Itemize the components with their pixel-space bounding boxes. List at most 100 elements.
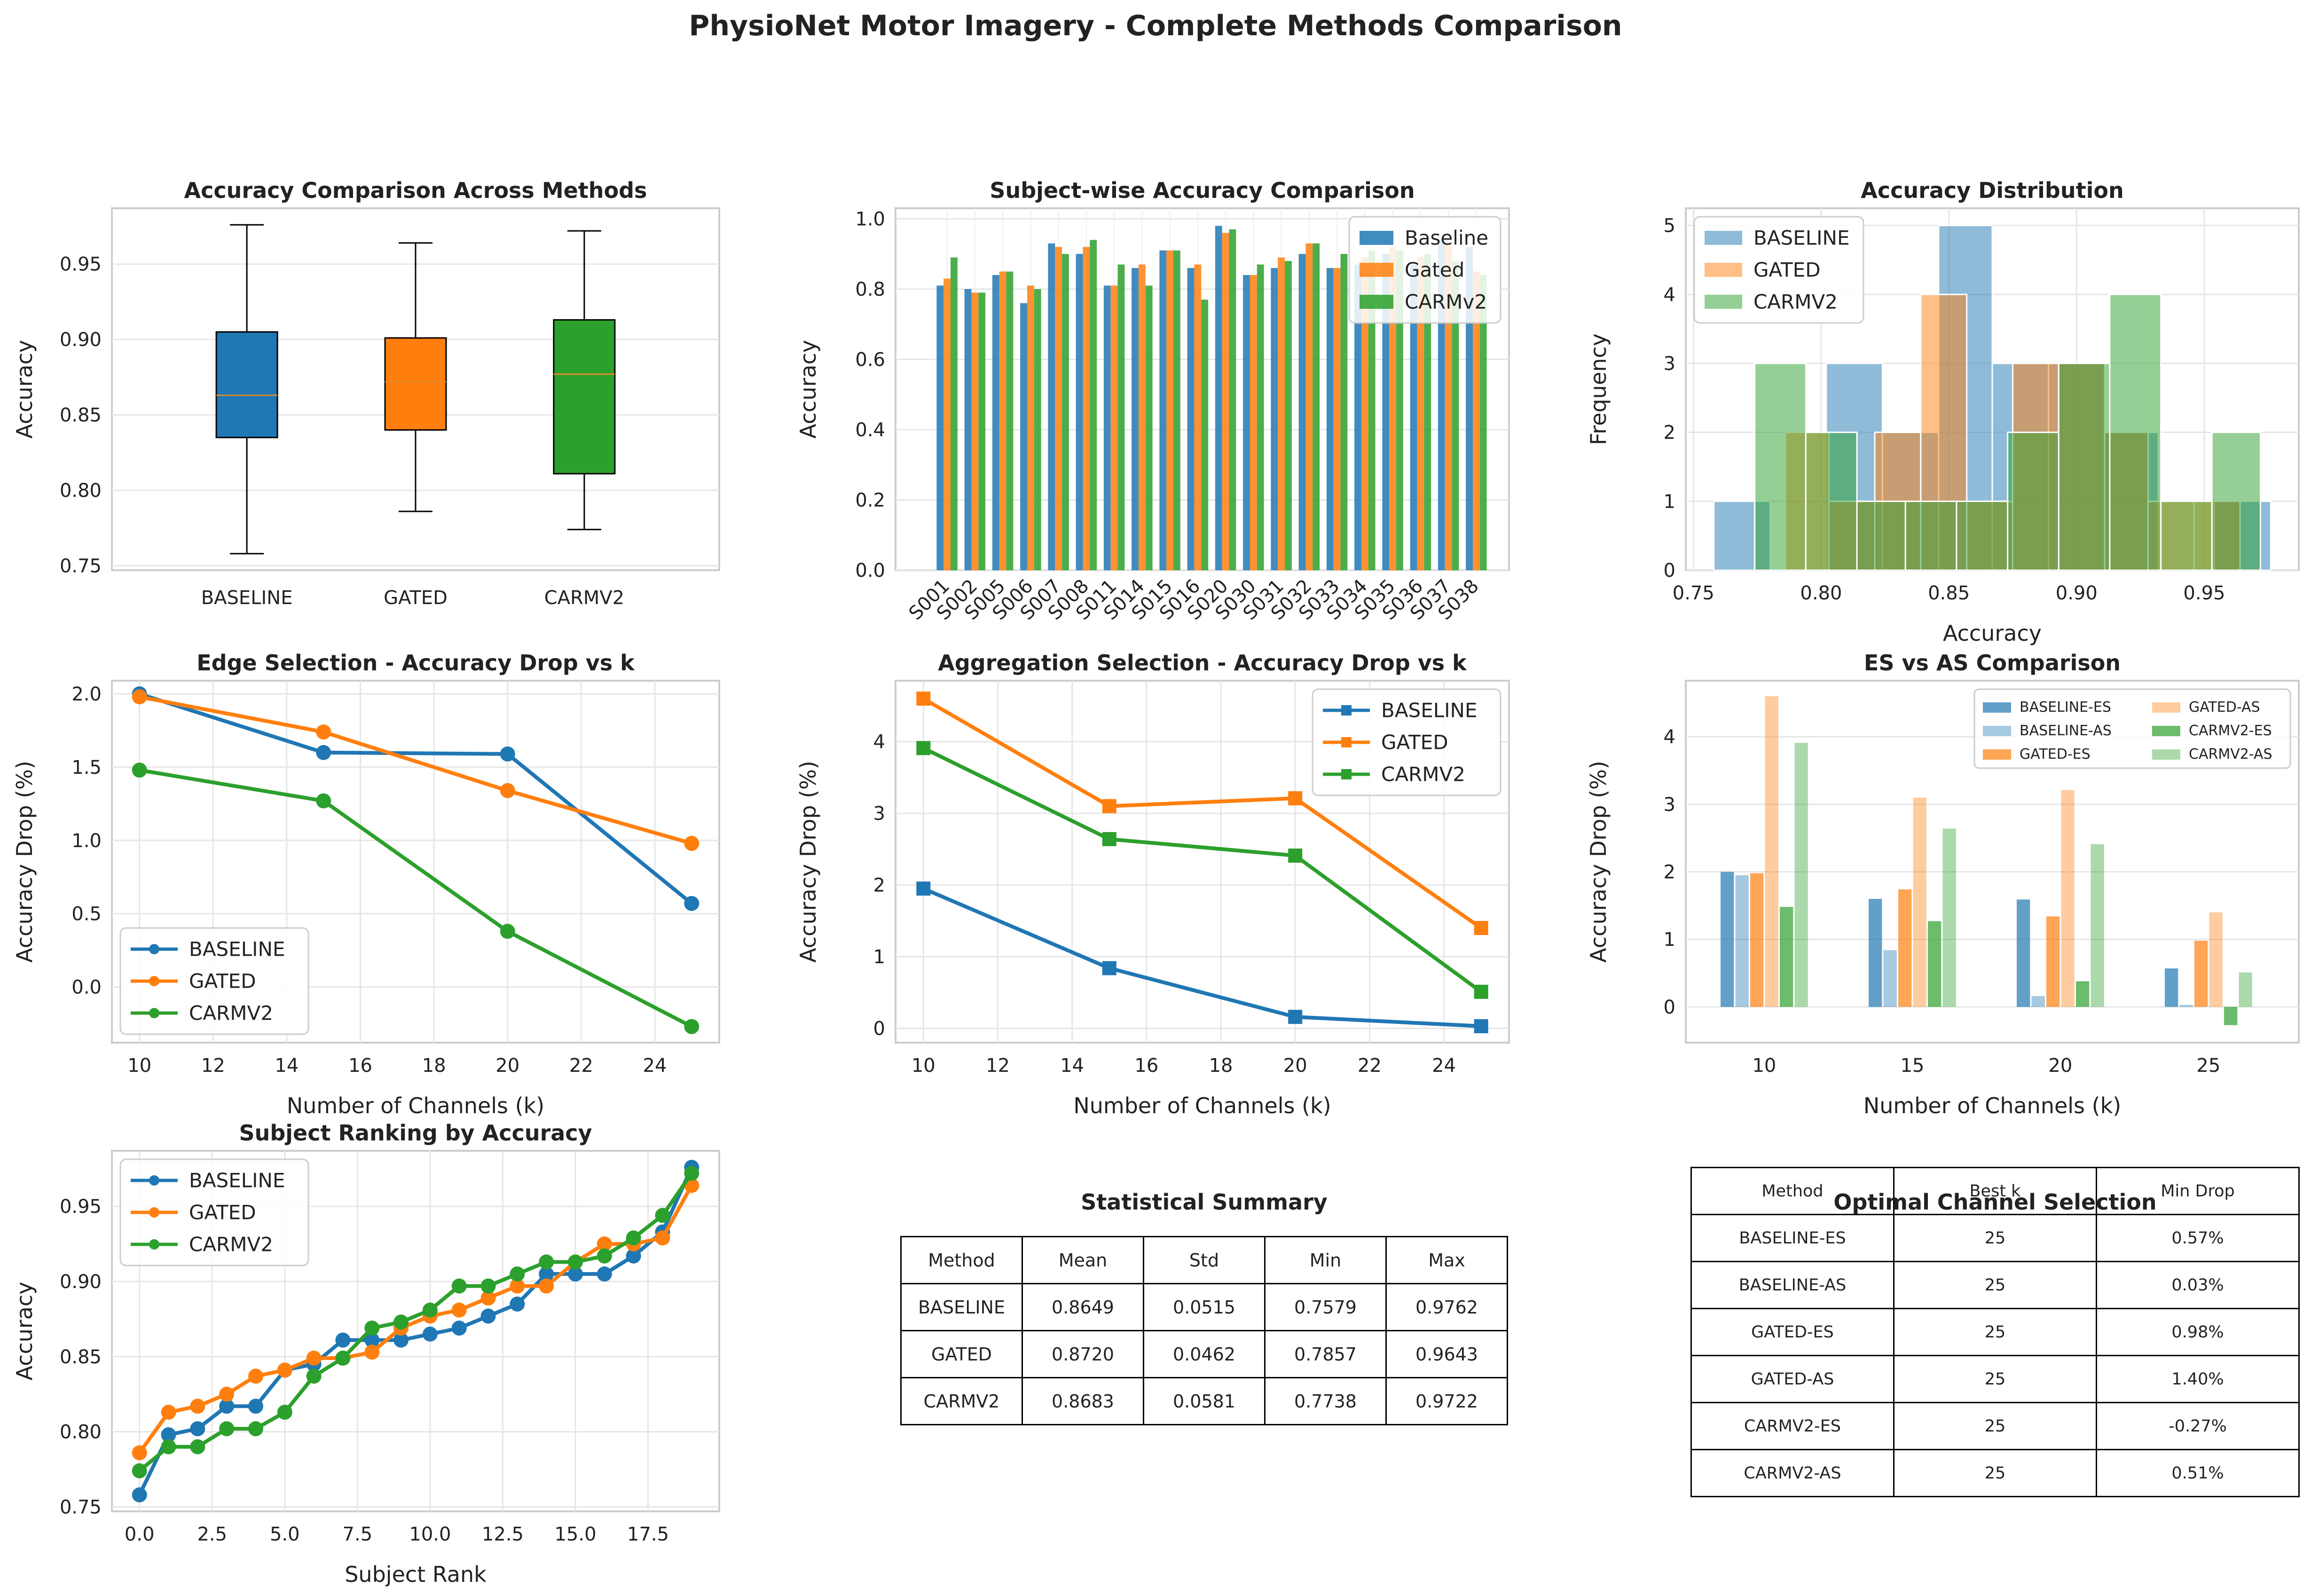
x-tick-label: 0.90	[2056, 582, 2098, 604]
histogram-bar	[2109, 293, 2162, 571]
x-tick-label: BASELINE	[201, 587, 293, 609]
x-tick-label: 10	[1752, 1055, 1776, 1077]
y-axis-label: Accuracy Drop (%)	[1586, 761, 1611, 963]
bar	[1215, 226, 1222, 570]
box	[215, 331, 278, 439]
legend-label: BASELINE	[189, 1169, 285, 1192]
x-tick-label: 16	[348, 1055, 372, 1077]
x-tick-label: 17.5	[627, 1524, 669, 1545]
series-line	[922, 697, 1482, 930]
data-point	[1102, 832, 1116, 846]
y-tick-label: 1.5	[71, 757, 102, 778]
bar	[1298, 254, 1306, 570]
data-point	[916, 881, 931, 896]
y-axis-label: Accuracy Drop (%)	[795, 761, 821, 963]
bar	[951, 257, 958, 570]
legend-swatch	[1705, 263, 1742, 277]
y-axis-label: Accuracy	[12, 340, 37, 439]
x-tick-label: GATED	[384, 587, 448, 609]
bar	[1326, 268, 1334, 570]
y-tick-label: 0.95	[60, 254, 102, 275]
data-point	[316, 745, 331, 760]
data-point	[500, 746, 515, 762]
table-row: BASELINE-ES 25 0.57%	[1690, 1214, 2300, 1262]
data-point	[1288, 1010, 1303, 1024]
chart-title: Subject Ranking by Accuracy	[239, 1120, 592, 1146]
y-tick-label: 4	[1664, 284, 1675, 306]
y-tick-label: 0.0	[71, 977, 102, 998]
y-tick-label: 0.85	[60, 405, 102, 426]
legend-label: CARMV2-ES	[2189, 723, 2272, 739]
data-point	[132, 689, 147, 705]
bar	[1103, 285, 1111, 570]
data-point	[568, 1266, 583, 1282]
bar	[2194, 941, 2208, 1007]
data-point	[248, 1368, 263, 1384]
legend	[1973, 688, 2291, 769]
histogram-bar	[1754, 362, 1807, 571]
y-tick-label: 0.0	[855, 560, 885, 582]
ranking-panel: Subject Ranking by Accuracy Accuracy Subje…	[12, 1120, 720, 1587]
figure-title: PhysioNet Motor Imagery - Complete Metho…	[689, 9, 1622, 42]
bar	[1868, 899, 1882, 1007]
x-tick-label: 10.0	[409, 1524, 451, 1545]
bar	[1340, 254, 1348, 570]
x-axis-label: Number of Channels (k)	[1073, 1093, 1331, 1118]
y-tick-label: 3	[873, 803, 885, 825]
chart-title: ES vs AS Comparison	[1864, 650, 2121, 676]
data-point	[451, 1321, 467, 1336]
data-point	[655, 1230, 670, 1246]
legend-label: GATED	[189, 970, 256, 993]
legend-marker	[149, 1239, 159, 1250]
legend-swatch	[1360, 231, 1393, 245]
data-point	[916, 692, 931, 706]
data-point	[132, 1445, 147, 1461]
bar	[1368, 250, 1376, 570]
data-point	[510, 1278, 525, 1294]
bar	[1027, 285, 1034, 570]
table-cell: 0.9722	[1385, 1377, 1508, 1425]
data-point	[539, 1266, 554, 1282]
y-tick-label: 0.90	[60, 329, 102, 351]
data-point	[568, 1254, 583, 1270]
x-tick-label: 14	[1060, 1055, 1084, 1077]
data-point	[364, 1332, 380, 1348]
x-axis-label: Number of Channels (k)	[287, 1093, 544, 1118]
x-tick-label: 12.5	[482, 1524, 524, 1545]
data-point	[539, 1254, 554, 1270]
data-point	[306, 1351, 322, 1366]
x-tick-label: 22	[569, 1055, 593, 1077]
bar	[1466, 247, 1473, 570]
table-cell: 0.8649	[1022, 1283, 1144, 1331]
bar	[1389, 247, 1397, 570]
bar	[1361, 257, 1368, 570]
bar	[2031, 996, 2045, 1007]
data-point	[277, 1362, 292, 1378]
series-line	[139, 692, 693, 905]
legend-marker	[149, 1008, 159, 1018]
legend-label: BASELINE-AS	[2020, 723, 2112, 739]
histogram-bar	[2007, 432, 2059, 571]
table-cell: 25	[1893, 1402, 2097, 1450]
legend-marker	[149, 1207, 159, 1218]
table-cell: BASELINE-AS	[1690, 1261, 1894, 1309]
table-cell: BASELINE	[900, 1283, 1023, 1331]
y-tick-label: 3	[1664, 794, 1675, 816]
table-cell: 25	[1893, 1308, 2097, 1356]
table-header-cell: Mean	[1022, 1236, 1144, 1284]
bar	[2224, 1006, 2238, 1025]
data-point	[451, 1278, 467, 1294]
table-cell: 25	[1893, 1449, 2097, 1497]
table-header-row: Method Mean Std Min Max	[900, 1236, 1508, 1284]
table-cell: 0.8683	[1022, 1377, 1144, 1425]
y-tick-label: 0.4	[855, 419, 885, 441]
bar	[1396, 250, 1403, 570]
table-cell: GATED	[900, 1330, 1023, 1378]
table-cell: 0.7738	[1264, 1377, 1387, 1425]
x-tick-label: 18	[422, 1055, 446, 1077]
data-point	[597, 1248, 612, 1264]
data-point	[1102, 799, 1116, 813]
x-tick-label: 14	[275, 1055, 299, 1077]
x-tick-label: 0.95	[2183, 582, 2225, 604]
